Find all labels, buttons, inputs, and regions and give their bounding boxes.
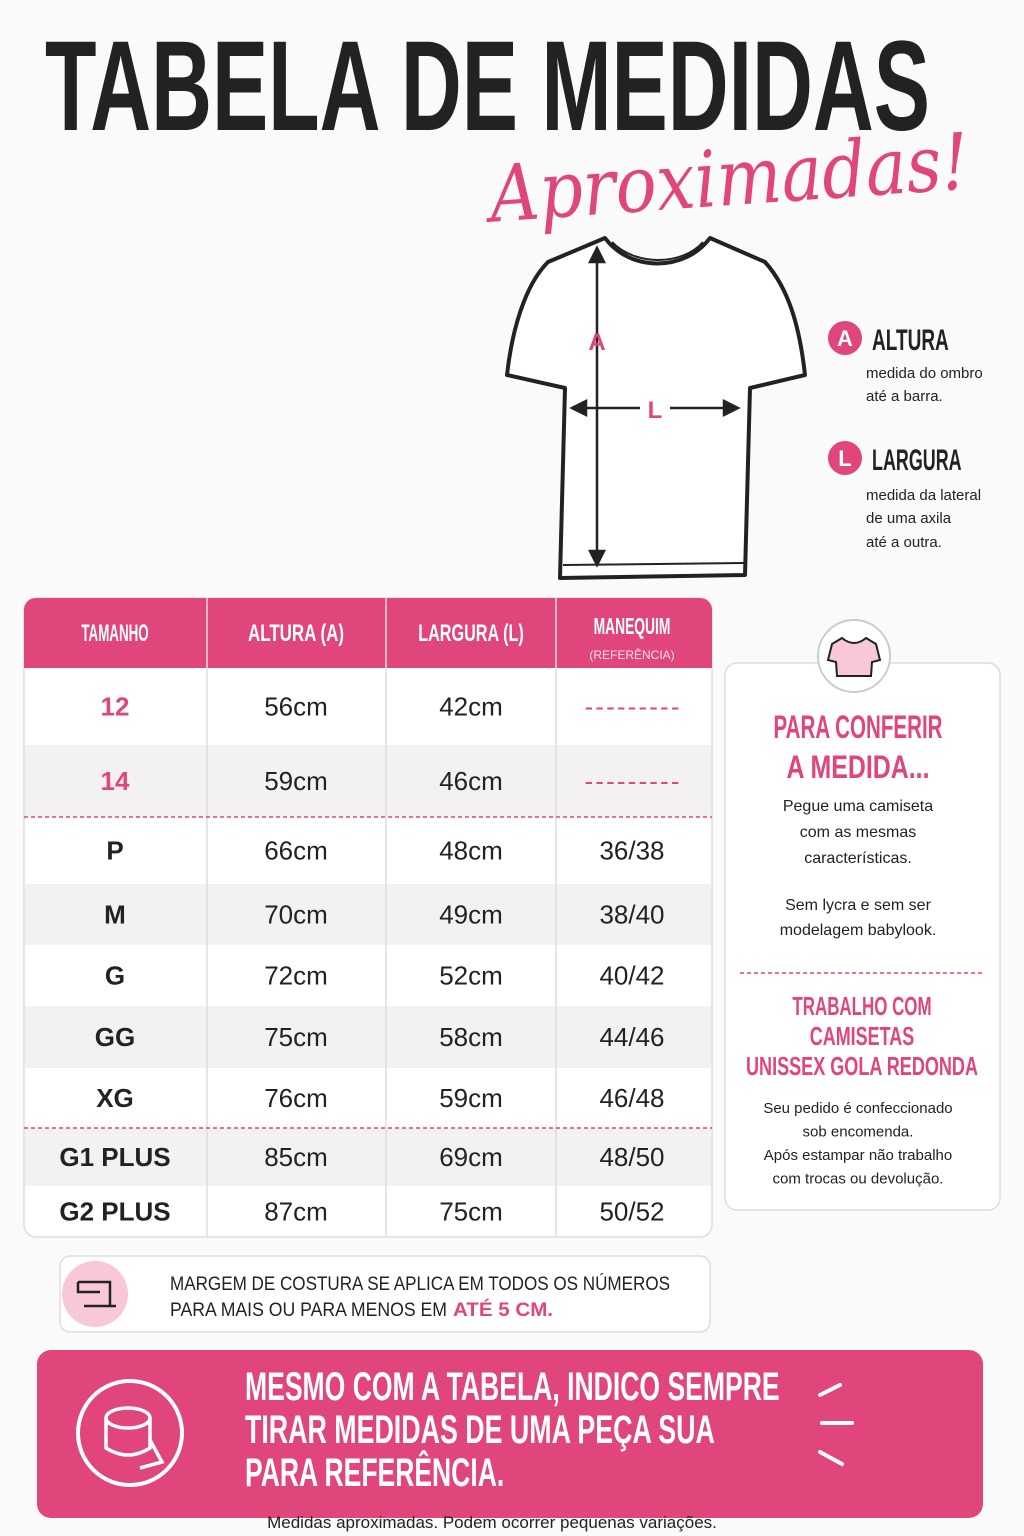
sparks: [818, 1383, 854, 1466]
column-header: TAMANHO: [81, 620, 148, 647]
side-text: com trocas ou devolução.: [773, 1171, 944, 1188]
note-line: PARA MAIS OU PARA MENOS EM ATÉ 5 CM.: [170, 1299, 553, 1321]
side-text: sob encomenda.: [803, 1124, 914, 1141]
table-cell: G1 PLUS: [59, 1142, 170, 1172]
table-cell: XG: [96, 1083, 134, 1113]
table-cell: 46/48: [599, 1083, 664, 1113]
table-cell: 44/46: [599, 1022, 664, 1052]
height-mark: A: [588, 329, 605, 356]
shirt: [505, 236, 807, 580]
shirt-icon-shape: [826, 636, 882, 677]
footer: Medidas aproximadas. Podem ocorrer peque…: [267, 1513, 717, 1532]
table-cell: 50/52: [599, 1197, 664, 1227]
column-header: ALTURA (A): [248, 620, 344, 647]
legend-text: até a outra.: [866, 534, 942, 551]
header-note: (REFERÊNCIA): [589, 647, 674, 662]
table-cell: ---------: [585, 766, 680, 796]
table-cell: 75cm: [264, 1022, 328, 1052]
side-text: características.: [804, 850, 912, 867]
table-cell: 42cm: [439, 692, 503, 722]
table-cell: 69cm: [439, 1142, 503, 1172]
table-cell: 49cm: [439, 900, 503, 930]
side-text: com as mesmas: [800, 824, 916, 841]
table-cell: ---------: [585, 692, 680, 722]
table-cell: 75cm: [439, 1197, 503, 1227]
note-highlight: ATÉ 5 CM.: [453, 1299, 553, 1321]
table-cell: 48cm: [439, 836, 503, 866]
table-cell: 12: [101, 692, 130, 722]
title: TABELA DE MEDIDAS: [45, 15, 930, 158]
legend: A ALTURA medida do ombro até a barra. L LARGU…: [828, 321, 983, 551]
table-cell: 46cm: [439, 766, 503, 796]
table-cell: 87cm: [264, 1197, 328, 1227]
side-text: Seu pedido é confeccionado: [763, 1100, 952, 1117]
table-cell: 85cm: [264, 1142, 328, 1172]
legend-badge: [828, 441, 862, 475]
legend-text: até a barra.: [866, 388, 943, 405]
side-title: PARA CONFERIR: [774, 709, 943, 745]
table-header: [24, 598, 712, 668]
legend-letter: L: [838, 446, 851, 471]
side-title: CAMISETAS: [810, 1021, 914, 1051]
legend-text: de uma axila: [866, 510, 952, 527]
arrows: [569, 245, 741, 568]
tape-icon: [76, 1379, 184, 1487]
table-cell: 48/50: [599, 1142, 664, 1172]
legend-text: medida do ombro: [866, 365, 983, 382]
table-cell: 58cm: [439, 1022, 503, 1052]
table-cell: 52cm: [439, 961, 503, 991]
table-cell: 36/38: [599, 836, 664, 866]
row-shade: [25, 1128, 711, 1186]
side-text: Sem lycra e sem ser: [785, 897, 931, 914]
column-header: LARGURA (L): [418, 620, 524, 647]
table-cell: 70cm: [264, 900, 328, 930]
side-text: PARA CONFERIR A MEDIDA... Pegue uma camise…: [746, 709, 978, 1188]
table-cell: GG: [95, 1022, 135, 1052]
note-box: [59, 1255, 711, 1333]
legend-badge: [828, 321, 862, 355]
table-cell: 40/42: [599, 961, 664, 991]
row-shade: [25, 1006, 711, 1068]
note-text: PARA MAIS OU PARA MENOS EM: [170, 1300, 447, 1321]
table-cell: 66cm: [264, 836, 328, 866]
legend-name: LARGURA: [872, 444, 962, 477]
table: TAMANHO ALTURA (A) LARGURA (L) MANEQUIM 12 56…: [24, 598, 712, 1237]
sewing-icon: [62, 1261, 128, 1327]
side-text: Após estampar não trabalho: [764, 1147, 952, 1164]
legend-text: medida da lateral: [866, 487, 981, 504]
side-text: Pegue uma camiseta: [783, 798, 933, 815]
table-cell: G: [105, 961, 125, 991]
table-cell: 38/40: [599, 900, 664, 930]
side-title: UNISSEX GOLA REDONDA: [746, 1051, 978, 1081]
table-cell: 59cm: [264, 766, 328, 796]
table-cell: 56cm: [264, 692, 328, 722]
banner-line: MESMO COM A TABELA, INDICO SEMPRE: [245, 1365, 780, 1409]
table-cell: 14: [101, 766, 130, 796]
sewing-icon-shape: [76, 1280, 116, 1308]
banner-line: TIRAR MEDIDAS DE UMA PEÇA SUA: [245, 1408, 715, 1452]
side-title: A MEDIDA...: [787, 749, 930, 785]
table-cell: 72cm: [264, 961, 328, 991]
row-shade: [25, 745, 711, 817]
table-cell: M: [104, 900, 126, 930]
legend-letter: A: [837, 326, 853, 351]
width-mark: L: [648, 397, 663, 424]
note-line: MARGEM DE COSTURA SE APLICA EM TODOS OS …: [170, 1273, 670, 1295]
row-shade: [25, 884, 711, 945]
banner-line: PARA REFERÊNCIA.: [245, 1449, 504, 1495]
side-title: TRABALHO COM: [792, 991, 931, 1021]
tape-icon-shape: [104, 1406, 165, 1470]
table-cell: P: [106, 836, 123, 866]
column-header: MANEQUIM: [594, 613, 671, 639]
table-cell: G2 PLUS: [59, 1197, 170, 1227]
side-text: modelagem babylook.: [780, 922, 937, 939]
legend-name: ALTURA: [872, 324, 949, 357]
table-cell: 76cm: [264, 1083, 328, 1113]
banner: [37, 1350, 983, 1518]
table-cell: 59cm: [439, 1083, 503, 1113]
